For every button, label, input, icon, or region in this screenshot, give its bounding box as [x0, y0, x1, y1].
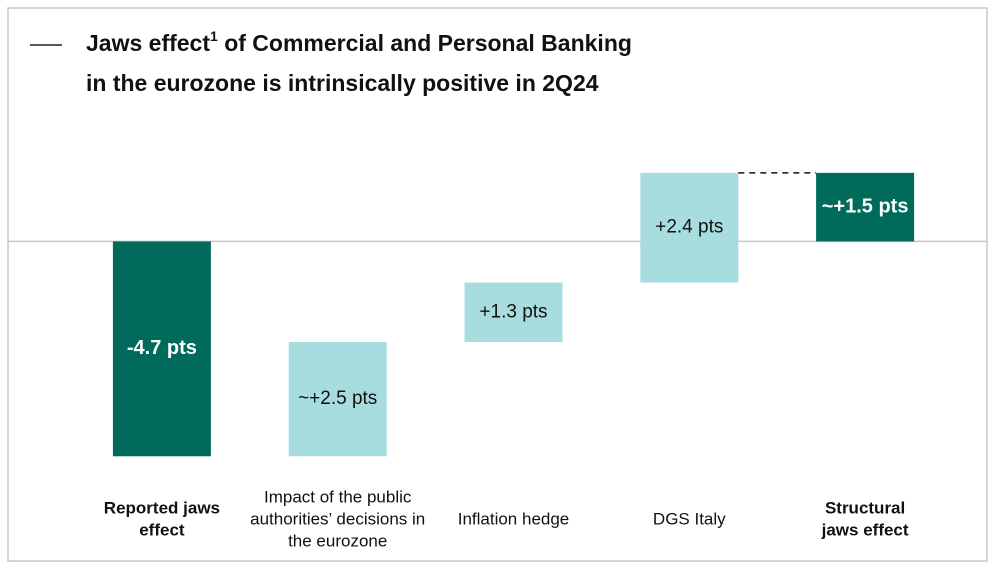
x-tick-label: effect — [139, 520, 185, 539]
value-label: ~+2.5 pts — [298, 388, 377, 409]
x-tick-label: DGS Italy — [653, 509, 726, 528]
bar — [464, 282, 563, 342]
x-tick-label: the eurozone — [288, 531, 387, 550]
bar — [640, 172, 739, 283]
title-rest: of Commercial and Personal Banking — [218, 30, 632, 56]
x-tick-label: Structural — [825, 498, 905, 517]
value-label: ~+1.5 pts — [822, 195, 909, 217]
title-footnote: 1 — [210, 28, 218, 44]
title-start: Jaws effect — [86, 30, 210, 56]
value-label: +1.3 pts — [479, 301, 547, 322]
x-tick-label: Inflation hedge — [458, 509, 570, 528]
chart-title-line2: in the eurozone is intrinsically positiv… — [86, 70, 599, 96]
x-tick-label: Impact of the public — [264, 487, 412, 506]
x-tick-label: authorities’ decisions in — [250, 509, 425, 528]
frame — [7, 7, 988, 562]
x-tick-label: Reported jaws — [104, 498, 220, 517]
bar — [112, 241, 211, 457]
bar — [288, 342, 387, 457]
value-label: +2.4 pts — [655, 217, 723, 238]
value-label: -4.7 pts — [127, 337, 197, 359]
x-tick-label: jaws effect — [821, 520, 909, 539]
bar — [816, 172, 915, 242]
chart-title: Jaws effect1 of Commercial and Personal … — [86, 28, 632, 56]
